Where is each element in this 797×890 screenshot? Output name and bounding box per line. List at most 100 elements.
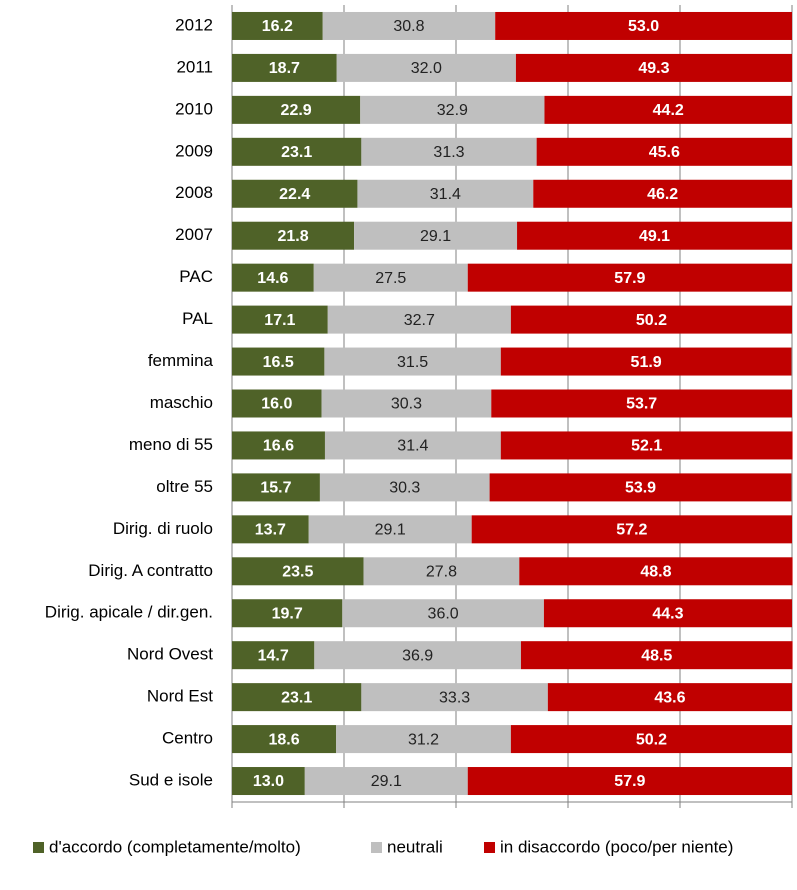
value-label: 30.3 bbox=[391, 396, 422, 413]
value-label: 32.7 bbox=[404, 312, 435, 329]
value-label: 16.2 bbox=[262, 18, 293, 35]
value-label: 23.1 bbox=[281, 144, 312, 161]
bar-segment bbox=[232, 515, 309, 544]
bar-segment bbox=[324, 347, 501, 376]
bar-segment bbox=[533, 179, 792, 208]
bar-segment bbox=[319, 473, 490, 502]
value-label: 57.2 bbox=[616, 522, 647, 539]
value-label: 53.0 bbox=[628, 18, 659, 35]
bar-segment bbox=[519, 557, 793, 586]
value-label: 23.1 bbox=[281, 689, 312, 706]
value-label: 13.0 bbox=[253, 773, 284, 790]
y-tick-label: 2008 bbox=[175, 183, 213, 202]
value-label: 31.3 bbox=[433, 144, 464, 161]
bar-segment bbox=[232, 11, 323, 40]
value-label: 31.5 bbox=[397, 354, 428, 371]
y-tick-label: PAL bbox=[182, 309, 213, 328]
bar-segment bbox=[304, 767, 468, 796]
legend-label: in disaccordo (poco/per niente) bbox=[500, 837, 733, 856]
value-label: 27.8 bbox=[426, 564, 457, 581]
value-label: 14.6 bbox=[257, 270, 288, 287]
bar-segment bbox=[536, 137, 792, 166]
value-label: 46.2 bbox=[647, 186, 678, 203]
legend-swatch bbox=[484, 842, 495, 853]
bar-segment bbox=[232, 95, 361, 124]
bar-segment bbox=[544, 95, 792, 124]
value-label: 21.8 bbox=[277, 228, 308, 245]
value-label: 31.2 bbox=[408, 731, 439, 748]
bar-segment bbox=[232, 767, 305, 796]
y-tick-label: Dirig. apicale / dir.gen. bbox=[45, 603, 213, 622]
bar-segment bbox=[232, 389, 322, 418]
bar-segment bbox=[232, 53, 337, 82]
legend-swatch bbox=[33, 842, 44, 853]
value-label: 57.9 bbox=[614, 773, 645, 790]
bar-segment bbox=[517, 221, 792, 250]
y-tick-label: Dirig. di ruolo bbox=[113, 519, 213, 538]
bar-segment bbox=[232, 725, 337, 754]
bar-segment bbox=[324, 431, 501, 460]
bar-segment bbox=[313, 263, 468, 292]
value-label: 15.7 bbox=[260, 480, 291, 497]
bar-segment bbox=[500, 347, 792, 376]
bar-segment bbox=[336, 53, 516, 82]
bar-segment bbox=[547, 683, 792, 712]
value-label: 19.7 bbox=[272, 605, 303, 622]
bar-segment bbox=[500, 431, 793, 460]
y-tick-label: oltre 55 bbox=[156, 477, 213, 496]
bar-segment bbox=[327, 305, 511, 334]
value-label: 33.3 bbox=[439, 689, 470, 706]
value-label: 51.9 bbox=[631, 354, 662, 371]
value-label: 30.8 bbox=[393, 18, 424, 35]
y-tick-label: maschio bbox=[150, 393, 213, 412]
y-tick-label: Nord Ovest bbox=[127, 645, 213, 664]
value-label: 16.6 bbox=[263, 438, 294, 455]
bar-segment bbox=[467, 263, 792, 292]
value-label: 14.7 bbox=[258, 647, 289, 664]
value-label: 16.0 bbox=[261, 396, 292, 413]
y-tick-label: 2012 bbox=[175, 15, 213, 34]
bar-segment bbox=[232, 473, 320, 502]
bar-segment bbox=[489, 473, 792, 502]
value-label: 22.9 bbox=[281, 102, 312, 119]
value-label: 49.1 bbox=[639, 228, 670, 245]
y-tick-label: Dirig. A contratto bbox=[88, 561, 213, 580]
y-tick-label: Sud e isole bbox=[129, 771, 213, 790]
bar-segment bbox=[543, 599, 792, 628]
bar-segment bbox=[232, 179, 358, 208]
y-tick-label: 2011 bbox=[176, 57, 213, 76]
value-label: 32.0 bbox=[411, 60, 442, 77]
value-label: 36.0 bbox=[428, 605, 459, 622]
bar-segment bbox=[360, 95, 545, 124]
value-label: 44.2 bbox=[653, 102, 684, 119]
value-label: 29.1 bbox=[371, 773, 402, 790]
bar-segment bbox=[520, 641, 793, 670]
value-label: 16.5 bbox=[263, 354, 294, 371]
bar-segment bbox=[336, 725, 511, 754]
value-label: 45.6 bbox=[649, 144, 680, 161]
legend-label: neutrali bbox=[387, 837, 443, 856]
bar-segment bbox=[495, 11, 792, 40]
value-label: 31.4 bbox=[430, 186, 461, 203]
value-label: 50.2 bbox=[636, 312, 667, 329]
value-label: 53.7 bbox=[626, 396, 657, 413]
bar-segment bbox=[342, 599, 544, 628]
value-label: 13.7 bbox=[255, 522, 286, 539]
value-label: 32.9 bbox=[437, 102, 468, 119]
bar-segment bbox=[232, 347, 325, 376]
value-label: 36.9 bbox=[402, 647, 433, 664]
value-label: 48.5 bbox=[641, 647, 672, 664]
bar-segment bbox=[515, 53, 792, 82]
y-tick-label: 2010 bbox=[175, 99, 213, 118]
bar-segment bbox=[232, 305, 328, 334]
bar-segment bbox=[322, 11, 496, 40]
value-label: 18.6 bbox=[269, 731, 300, 748]
bar-segment bbox=[308, 515, 472, 544]
y-tick-label: Centro bbox=[162, 729, 213, 748]
bar-segment bbox=[510, 305, 792, 334]
bar-segment bbox=[357, 179, 534, 208]
bar-segment bbox=[232, 221, 355, 250]
bar-segment bbox=[232, 683, 362, 712]
bar-segment bbox=[232, 599, 343, 628]
bar-segment bbox=[321, 389, 492, 418]
